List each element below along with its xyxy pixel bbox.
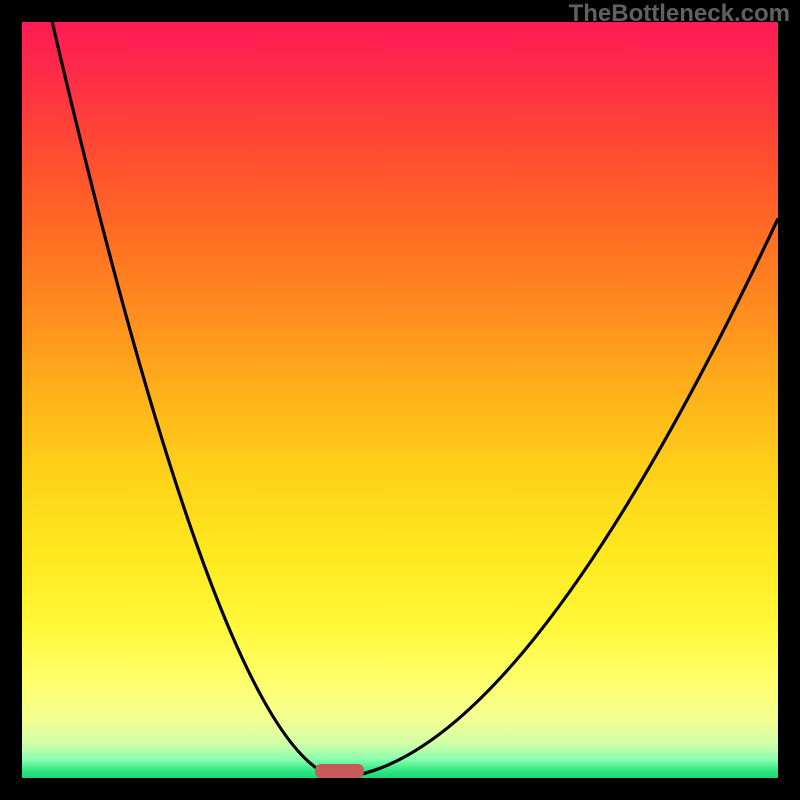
plot-area — [22, 22, 778, 778]
watermark-text: TheBottleneck.com — [569, 0, 790, 28]
bottleneck-curve-right — [340, 219, 778, 778]
bottleneck-curve-left — [52, 22, 339, 778]
optimal-range-bar — [315, 764, 363, 778]
chart-container: TheBottleneck.com — [0, 0, 800, 800]
curve-layer — [22, 22, 778, 778]
